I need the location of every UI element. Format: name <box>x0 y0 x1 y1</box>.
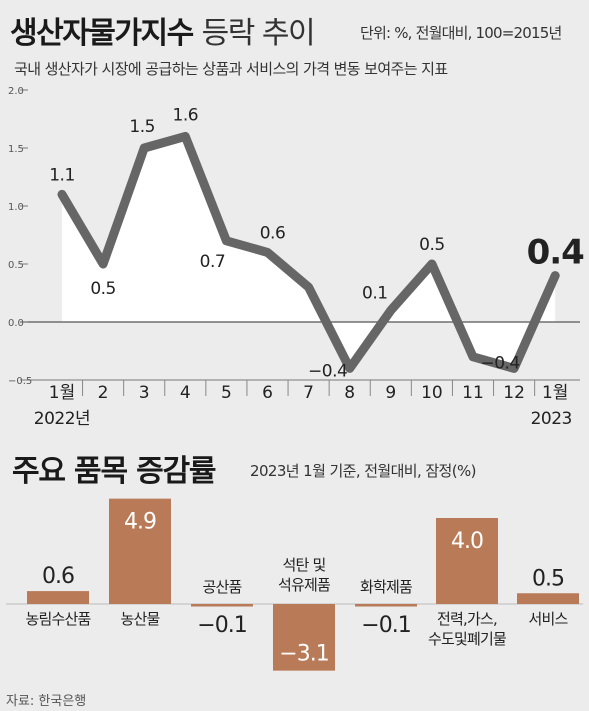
bar-value-label: 0.6 <box>42 564 74 589</box>
bar-category-label: 공산품 <box>202 578 241 596</box>
series-line <box>57 131 560 373</box>
bar-category-label: 농림수산품 <box>25 610 90 628</box>
x-tick-label: 4 <box>180 383 191 403</box>
x-tick-label: 5 <box>221 383 232 403</box>
data-label: 1.5 <box>129 117 155 137</box>
bar <box>355 604 417 607</box>
y-tick-label: 2.0 <box>8 86 24 97</box>
data-label: 0.5 <box>90 279 116 299</box>
bar <box>436 518 498 604</box>
bar-value-label: −0.1 <box>361 613 410 638</box>
x-tick-label: 1월 <box>49 383 75 403</box>
y-tick-label: 1.5 <box>8 144 24 155</box>
data-label: 0.5 <box>419 235 445 255</box>
chart-subtitle: 국내 생산자가 시장에 공급하는 상품과 서비스의 가격 변동 보여주는 지표 <box>14 60 448 78</box>
y-tick-label: 1.0 <box>8 202 24 213</box>
bar-category-label: 석탄 및 <box>283 556 326 574</box>
bar-category-label: 농산물 <box>120 610 159 628</box>
x-tick-label: 8 <box>344 383 355 403</box>
data-label: −0.4 <box>480 353 519 373</box>
bar-category-label: 서비스 <box>528 610 568 628</box>
bar-value-label: 4.0 <box>451 529 483 554</box>
x-tick-label: 9 <box>385 383 396 403</box>
line-chart: 2.0 1.5 1.0 0.5 0.0 −0.5 1.1 0.5 1.5 1.6 0.7 0.6 −0.… <box>8 86 585 429</box>
data-label: 0.1 <box>362 283 388 303</box>
data-label: 1.6 <box>173 105 199 125</box>
bar-category-label: 전력,가스, <box>437 610 497 628</box>
bar-category-label: 화학제품 <box>360 578 412 596</box>
data-label: −0.4 <box>308 361 347 381</box>
bar-value-label: 4.9 <box>124 510 156 535</box>
chart-title: 생산자물가지수 등락 추이 <box>10 16 316 51</box>
x-tick-label: 2 <box>98 383 109 403</box>
x-tick-label: 6 <box>262 383 273 403</box>
y-tick-label: −0.5 <box>8 376 32 387</box>
x-tick-label: 3 <box>139 383 150 403</box>
data-label: 0.7 <box>200 252 226 272</box>
data-label: 0.4 <box>527 233 585 273</box>
y-tick-label: 0.5 <box>8 260 24 271</box>
source-note: 자료: 한국은행 <box>6 694 87 709</box>
bar <box>109 498 171 604</box>
section-title: 주요 품목 증감률 <box>12 454 216 489</box>
bar-value-label: 0.5 <box>532 566 564 591</box>
bar-category-label: 수도및폐기물 <box>428 630 506 648</box>
bar <box>191 604 253 607</box>
x-tick-label: 1월 <box>542 383 568 403</box>
y-tick-label: 0.0 <box>8 318 24 329</box>
data-label: 0.6 <box>260 223 286 243</box>
bar-category-label: 석유제품 <box>278 576 330 594</box>
x-tick-label: 10 <box>421 383 443 403</box>
bar-value-label: −3.1 <box>279 642 328 667</box>
section-subtitle: 2023년 1월 기준, 전월대비, 잠정(%) <box>250 462 476 480</box>
x-tick-label: 11 <box>462 383 484 403</box>
unit-note: 단위: %, 전월대비, 100=2015년 <box>360 24 562 42</box>
bar <box>517 593 579 604</box>
data-label: 1.1 <box>49 165 75 185</box>
bar <box>273 604 335 671</box>
bar-value-label: −0.1 <box>197 613 246 638</box>
bar <box>27 591 89 604</box>
x-year-label: 2023 <box>531 409 572 429</box>
x-year-label: 2022년 <box>34 409 90 429</box>
x-tick-label: 7 <box>303 383 314 403</box>
area-fill <box>62 136 556 369</box>
x-tick-label: 12 <box>503 383 525 403</box>
